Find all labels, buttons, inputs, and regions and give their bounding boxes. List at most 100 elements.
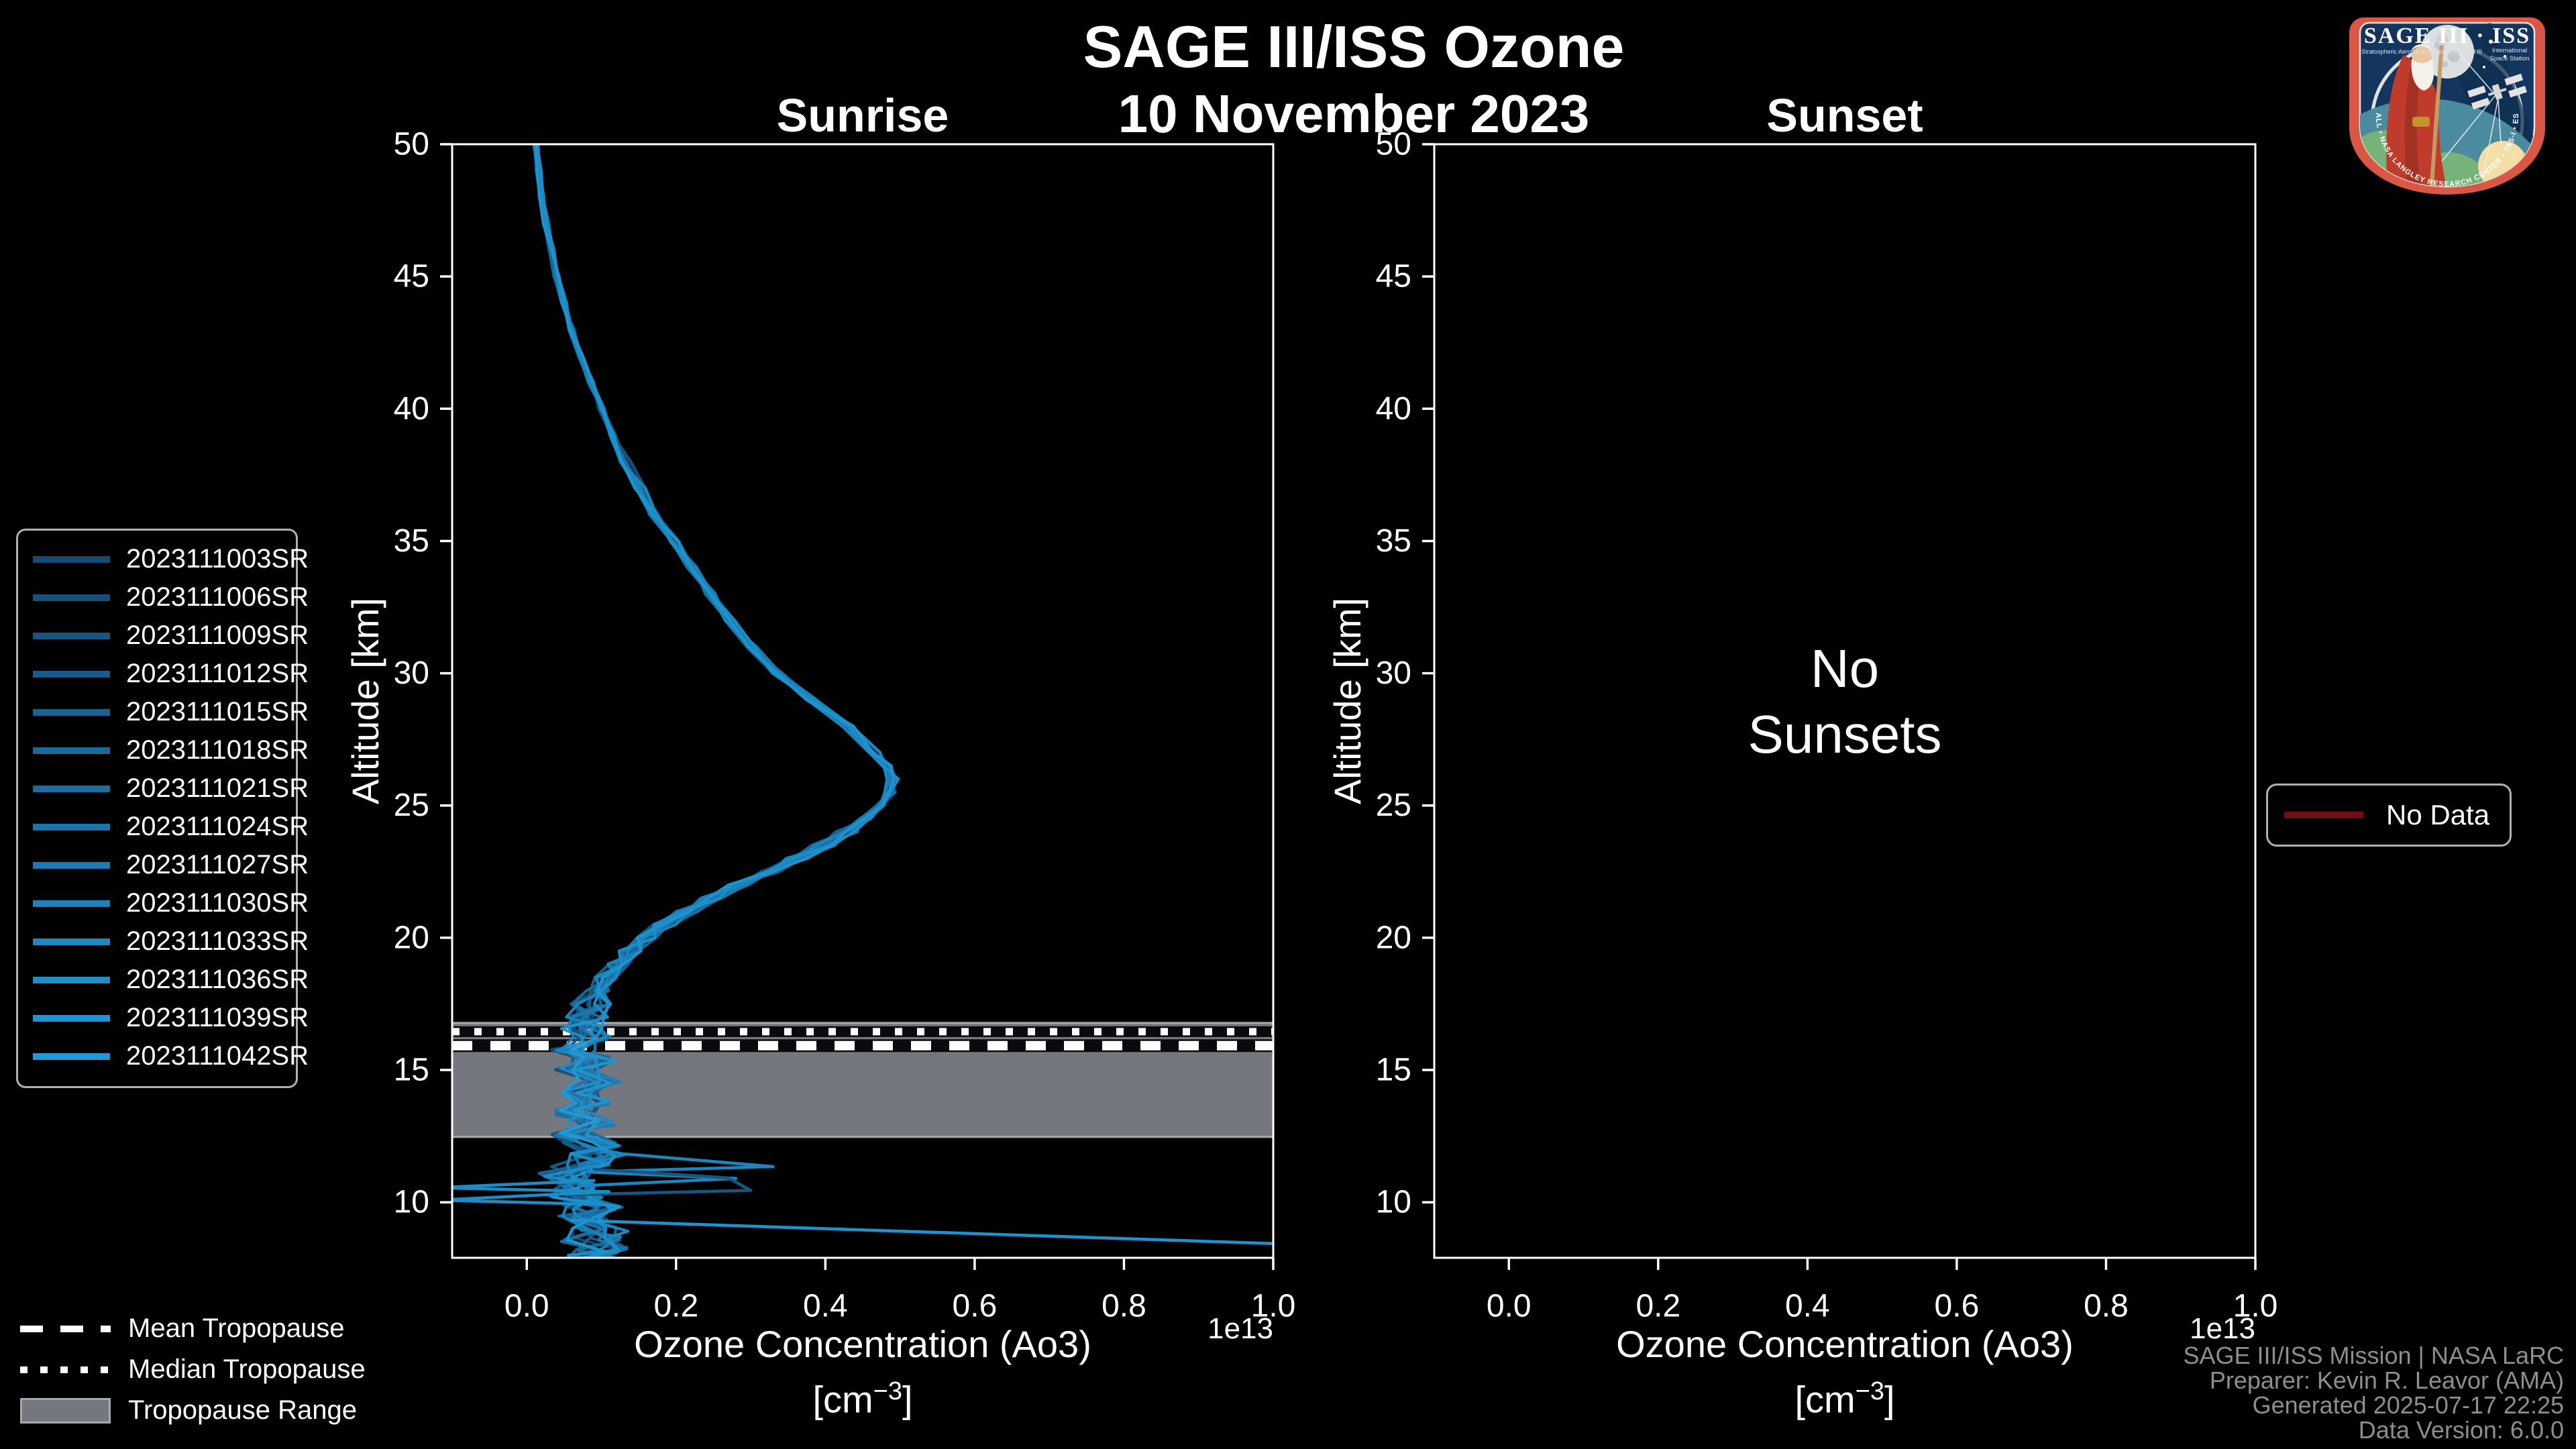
event-label: 2023111012SR <box>126 659 309 688</box>
footer-version: Data Version: 6.0.0 <box>2358 1416 2564 1444</box>
logo-title: SAGE III · ISS <box>2364 23 2530 48</box>
ozone-profile-line <box>534 144 896 1258</box>
svg-text:0.6: 0.6 <box>1935 1289 1980 1324</box>
legend-item-event: 2023111021SR <box>18 769 309 808</box>
x-axis-label-right-line1: Ozone Concentration (Ao3) <box>1616 1323 2074 1365</box>
event-label: 2023111015SR <box>126 697 309 727</box>
x-axis-unit-right: [cm−3] <box>1794 1377 1895 1421</box>
footer-mission: SAGE III/ISS Mission | NASA LaRC <box>2183 1342 2564 1369</box>
legend-item-tropopause-range: Tropopause Range <box>20 1390 366 1431</box>
legend-item-event: 2023111012SR <box>18 655 309 693</box>
x-axis-label-right: Ozone Concentration (Ao3) [cm−3] <box>1375 1323 2314 1421</box>
figure-header: SAGE III/ISS Ozone 10 November 2023 <box>683 12 2025 146</box>
page-title: SAGE III/ISS Ozone <box>1083 13 1625 80</box>
legend-item-event: 2023111024SR <box>18 808 309 846</box>
event-line-swatch <box>33 632 110 639</box>
event-line-swatch <box>33 747 110 754</box>
svg-text:0.2: 0.2 <box>1635 1289 1680 1324</box>
panel-spines <box>451 143 1275 1259</box>
legend-no-data: No Data <box>2266 784 2512 847</box>
legend-item-event: 2023111006SR <box>18 578 309 616</box>
legend-item-event: 2023111030SR <box>18 884 309 922</box>
svg-text:35: 35 <box>1376 523 1411 559</box>
svg-text:0.6: 0.6 <box>953 1289 998 1324</box>
event-line-swatch <box>33 938 110 945</box>
event-label: 2023111006SR <box>126 582 309 612</box>
legend-item-event: 2023111033SR <box>18 922 309 961</box>
feature-right-zigzag-bright <box>577 1150 775 1188</box>
event-label: 2023111003SR <box>126 544 309 574</box>
logo-wizard <box>2386 34 2449 186</box>
event-line-swatch <box>33 900 110 907</box>
event-label: 2023111009SR <box>126 621 309 650</box>
event-label: 2023111024SR <box>126 812 309 841</box>
event-line-swatch <box>33 555 110 563</box>
feature-long-line-to-right-spine <box>570 1218 1273 1246</box>
legend-item-event: 2023111039SR <box>18 999 309 1037</box>
event-line-swatch <box>33 670 110 678</box>
logo-subtitle-right2: Space Station <box>2489 55 2529 62</box>
svg-text:15: 15 <box>394 1053 429 1088</box>
legend-item-event: 2023111009SR <box>18 616 309 655</box>
svg-text:0.4: 0.4 <box>803 1289 848 1324</box>
figure-date: 10 November 2023 <box>1118 84 1590 144</box>
feature-right-zigzag-dark <box>562 1167 753 1197</box>
svg-text:25: 25 <box>1376 788 1411 823</box>
event-label: 2023111030SR <box>126 888 309 918</box>
svg-text:10: 10 <box>1376 1185 1411 1220</box>
svg-text:10: 10 <box>394 1185 429 1220</box>
legend-item-event: 2023111036SR <box>18 961 309 999</box>
event-label: 2023111033SR <box>126 926 309 956</box>
svg-text:0.8: 0.8 <box>1102 1289 1146 1324</box>
ozone-profiles <box>452 144 1273 1258</box>
event-line-swatch <box>33 594 110 601</box>
legend-item-event: 2023111003SR <box>18 540 309 578</box>
legend-item-event: 2023111018SR <box>18 731 309 769</box>
svg-text:0.2: 0.2 <box>653 1289 698 1324</box>
sunrise-panel-title: Sunrise <box>776 89 949 142</box>
legend-item-event: 2023111015SR <box>18 693 309 731</box>
x-axis-label-left: Ozone Concentration (Ao3) [cm−3] <box>393 1323 1332 1421</box>
sunrise-axes: 0.0 0.2 0.4 0.6 0.8 1.0 10 15 20 25 30 35 40 45 50 <box>394 127 1296 1324</box>
svg-text:0.0: 0.0 <box>504 1289 549 1324</box>
footer-generated: Generated 2025-07-17 22:25 <box>2252 1391 2564 1419</box>
legend-item-event: 2023111042SR <box>18 1037 309 1075</box>
logo-moon <box>2420 25 2474 78</box>
x-axis-unit-left: [cm−3] <box>812 1377 913 1421</box>
footer-credits: SAGE III/ISS Mission | NASA LaRC Prepare… <box>2183 1343 2564 1442</box>
sunset-panel-title: Sunset <box>1766 89 1923 142</box>
svg-text:20: 20 <box>394 920 429 955</box>
event-label: 2023111027SR <box>126 850 309 879</box>
event-line-swatch <box>33 708 110 716</box>
event-label: 2023111021SR <box>126 773 309 803</box>
logo-subtitle-right1: International <box>2492 47 2527 54</box>
svg-text:40: 40 <box>394 391 429 427</box>
feature-left-spike <box>452 1179 611 1206</box>
event-line-swatch <box>33 823 110 830</box>
svg-text:30: 30 <box>394 655 429 691</box>
footer-preparer: Preparer: Kevin R. Leavor (AMA) <box>2209 1366 2564 1394</box>
logo-iss <box>2467 73 2527 110</box>
event-label: 2023111042SR <box>126 1041 309 1071</box>
legend-events: 2023111003SR 2023111006SR 2023111009SR 2023… <box>16 529 309 1088</box>
event-line-swatch <box>33 1014 110 1022</box>
x-axis-label-left-line1: Ozone Concentration (Ao3) <box>634 1323 1091 1365</box>
logo-subtitle-left: Stratospheric Aerosol and Gas Experiment… <box>2361 48 2482 55</box>
dashed-line-swatch <box>20 1325 111 1332</box>
svg-text:0.8: 0.8 <box>2084 1289 2129 1324</box>
x-offset-label-left: 1e13 <box>1208 1312 1273 1345</box>
svg-text:30: 30 <box>1376 655 1411 691</box>
range-patch-swatch <box>20 1397 111 1424</box>
event-line-swatch <box>33 1053 110 1060</box>
sage-iss-logo: BALL • NASA LANGLEY RESEARCH CENTER • TA… <box>2349 17 2545 195</box>
legend-item-event: 2023111027SR <box>18 846 309 884</box>
svg-text:35: 35 <box>394 523 429 559</box>
svg-text:45: 45 <box>1376 259 1411 294</box>
svg-text:20: 20 <box>1376 920 1411 955</box>
svg-text:1.0: 1.0 <box>2233 1289 2278 1324</box>
event-label: 2023111036SR <box>126 965 309 994</box>
svg-text:50: 50 <box>1376 127 1411 162</box>
legend-item-mean-tropopause: Mean Tropopause <box>20 1308 366 1349</box>
